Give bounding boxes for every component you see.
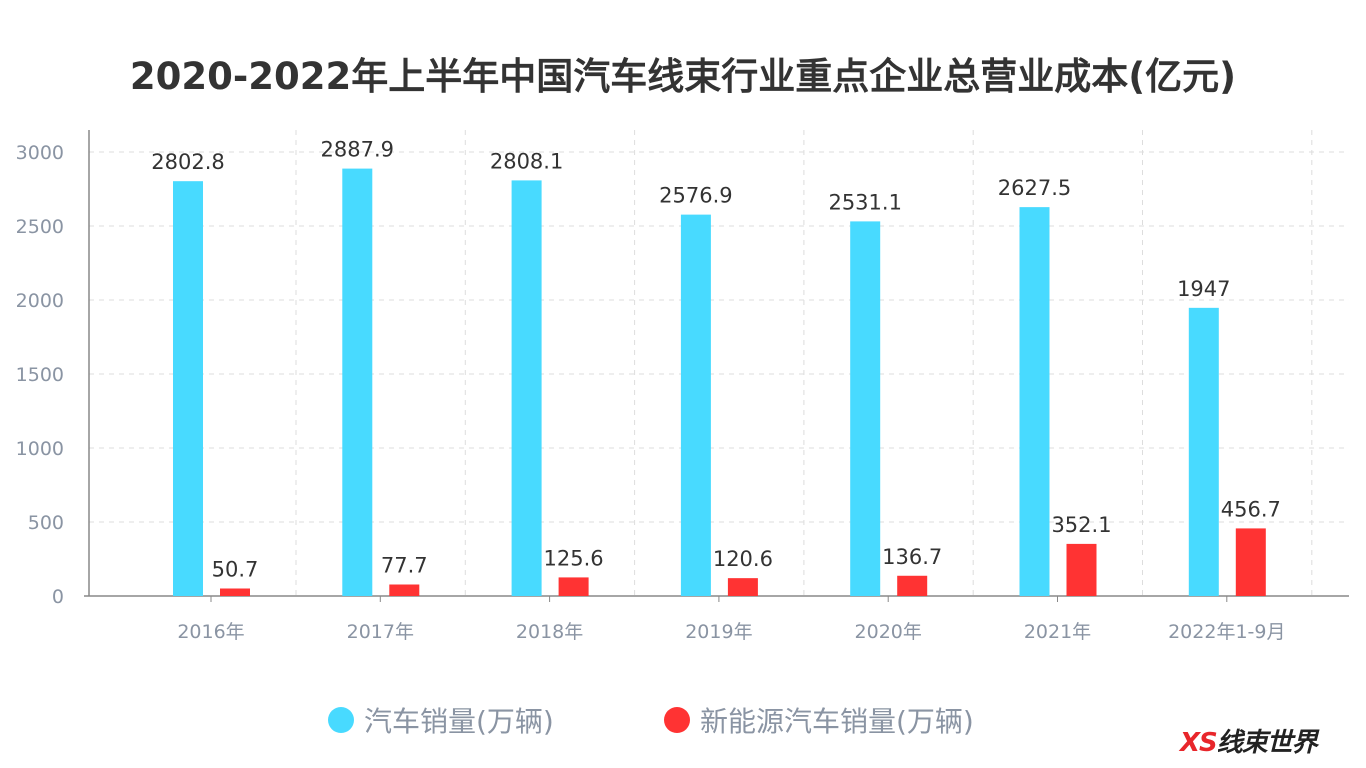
data-label: 2808.1 <box>490 149 563 173</box>
y-tick-label: 0 <box>52 586 64 608</box>
bar-nev-sales <box>897 575 928 596</box>
x-tick-label: 2018年 <box>516 621 583 643</box>
bar-nev-sales <box>558 577 589 596</box>
bar-vehicle-sales <box>511 180 542 597</box>
data-label: 2627.5 <box>998 176 1071 200</box>
legend-marker-icon <box>328 707 354 733</box>
data-label: 1947 <box>1177 277 1230 301</box>
bar-nev-sales <box>727 578 758 596</box>
bar-vehicle-sales <box>342 168 373 596</box>
bar-vehicle-sales <box>1019 207 1050 596</box>
bar-vehicle-sales <box>1188 307 1219 596</box>
data-label: 50.7 <box>212 557 259 581</box>
y-tick-label: 500 <box>28 512 64 534</box>
y-tick-label: 2000 <box>16 290 64 312</box>
data-label: 120.6 <box>713 547 773 571</box>
data-label: 2531.1 <box>828 190 901 214</box>
data-label: 2887.9 <box>321 138 394 162</box>
bar-vehicle-sales <box>680 214 711 596</box>
bar-nev-sales <box>389 584 420 596</box>
data-label: 2576.9 <box>659 184 732 208</box>
y-tick-label: 1000 <box>16 438 64 460</box>
x-tick-label: 2021年 <box>1024 621 1091 643</box>
legend-marker-icon <box>664 707 690 733</box>
legend-label: 汽车销量(万辆) <box>364 705 554 738</box>
x-tick-label: 2019年 <box>685 621 752 643</box>
legend-item-vehicle-sales[interactable]: 汽车销量(万辆) <box>328 700 554 740</box>
data-label: 125.6 <box>544 546 604 570</box>
data-label: 136.7 <box>882 545 942 569</box>
data-label: 352.1 <box>1051 513 1111 537</box>
y-tick-label: 2500 <box>16 216 64 238</box>
x-tick-label: 2016年 <box>177 621 244 643</box>
legend-label: 新能源汽车销量(万辆) <box>700 705 974 738</box>
y-tick-label: 1500 <box>16 364 64 386</box>
y-tick-label: 3000 <box>16 142 64 164</box>
legend-item-nev-sales[interactable]: 新能源汽车销量(万辆) <box>664 700 974 740</box>
bar-nev-sales <box>1235 528 1266 596</box>
x-tick-label: 2020年 <box>855 621 922 643</box>
bar-vehicle-sales <box>850 221 881 596</box>
data-label: 77.7 <box>381 554 428 578</box>
data-label: 456.7 <box>1221 497 1281 521</box>
bar-vehicle-sales <box>173 181 203 596</box>
bar-nev-sales <box>1066 543 1097 596</box>
bar-nev-sales <box>220 588 250 596</box>
chart-title: 2020-2022年上半年中国汽车线束行业重点企业总营业成本(亿元) <box>129 55 1237 98</box>
x-tick-label: 2022年1-9月 <box>1168 621 1285 643</box>
logo: XS线束世界 <box>1180 728 1318 758</box>
data-label: 2802.8 <box>151 150 224 174</box>
x-tick-label: 2017年 <box>347 621 414 643</box>
